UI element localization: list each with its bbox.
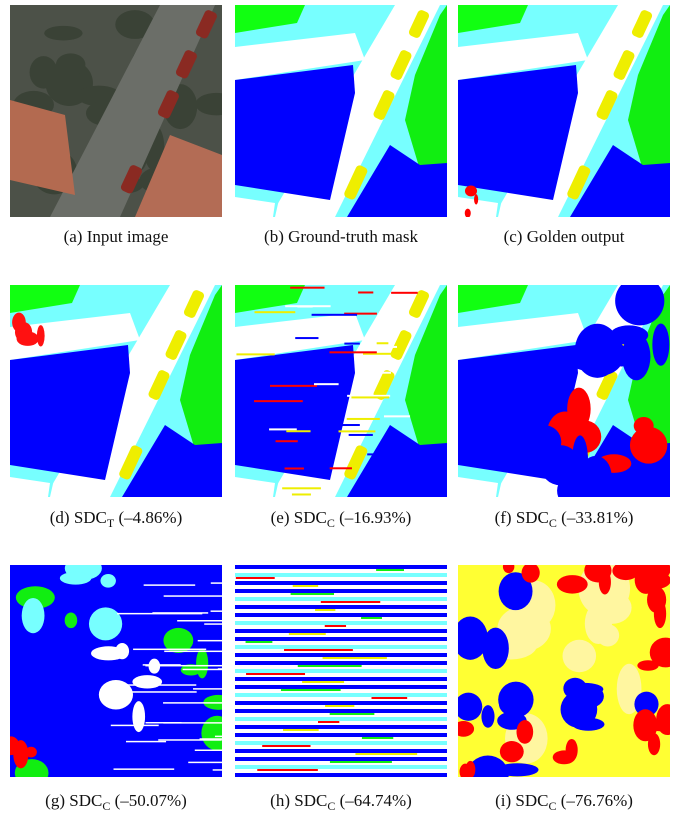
panel-image: [458, 5, 670, 218]
caption: (h) SDCC (–64.74%): [270, 791, 412, 814]
panel-image: [458, 276, 670, 506]
panel-image: [10, 285, 222, 497]
caption: (a) Input image: [64, 227, 169, 246]
caption: (e) SDCC (–16.93%): [271, 508, 412, 531]
caption: (g) SDCC (–50.07%): [45, 791, 187, 814]
panel-image: [235, 285, 447, 497]
caption: (d) SDCT (–4.86%): [50, 508, 182, 531]
panel-image: [235, 565, 447, 779]
panel-image: [453, 557, 681, 794]
figure: (a) Input image (b) Ground-truth mask (c…: [0, 0, 681, 825]
image-grid: [2, 5, 681, 794]
caption: (f) SDCC (–33.81%): [495, 508, 634, 531]
panel-image: [10, 5, 237, 217]
caption: (i) SDCC (–76.76%): [495, 791, 633, 814]
panel-image: [235, 5, 447, 217]
caption: (c) Golden output: [504, 227, 625, 246]
caption: (b) Ground-truth mask: [264, 227, 418, 246]
